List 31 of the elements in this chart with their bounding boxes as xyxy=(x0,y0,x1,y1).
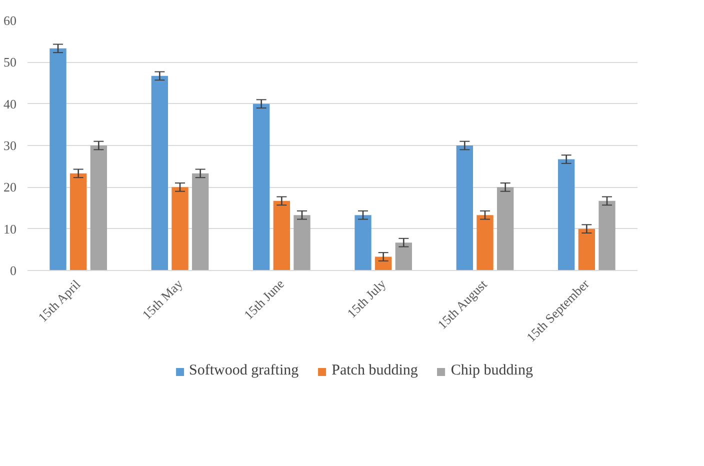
y-tick-label: 0 xyxy=(10,263,16,278)
legend-label: Chip budding xyxy=(450,362,533,380)
bar xyxy=(456,146,474,270)
bar xyxy=(354,215,372,270)
legend-label: Softwood grafting xyxy=(189,362,299,380)
bar xyxy=(172,187,188,270)
bar xyxy=(151,76,168,270)
y-tick-label: 30 xyxy=(4,138,16,153)
bar xyxy=(558,159,575,270)
bar xyxy=(374,256,392,270)
bar xyxy=(294,215,310,270)
bar xyxy=(252,104,270,270)
y-tick-label: 20 xyxy=(4,180,16,195)
bar xyxy=(273,200,290,270)
y-tick-label: 50 xyxy=(4,54,16,70)
bar xyxy=(598,200,616,270)
bar xyxy=(476,215,494,270)
x-tick-label: 15th June xyxy=(240,276,288,322)
bar xyxy=(496,187,514,270)
legend-label: Patch budding xyxy=(332,362,418,380)
bar xyxy=(578,228,596,270)
y-tick-label: 60 xyxy=(4,13,16,28)
bar xyxy=(395,242,412,270)
y-tick-label: 10 xyxy=(4,221,16,236)
x-tick-label: 15th May xyxy=(139,276,186,322)
bar xyxy=(192,173,209,270)
bar xyxy=(90,146,108,270)
bar xyxy=(50,48,66,270)
x-tick-label: 15th July xyxy=(344,276,389,321)
bar xyxy=(70,173,87,270)
y-tick-label: 40 xyxy=(4,96,16,112)
